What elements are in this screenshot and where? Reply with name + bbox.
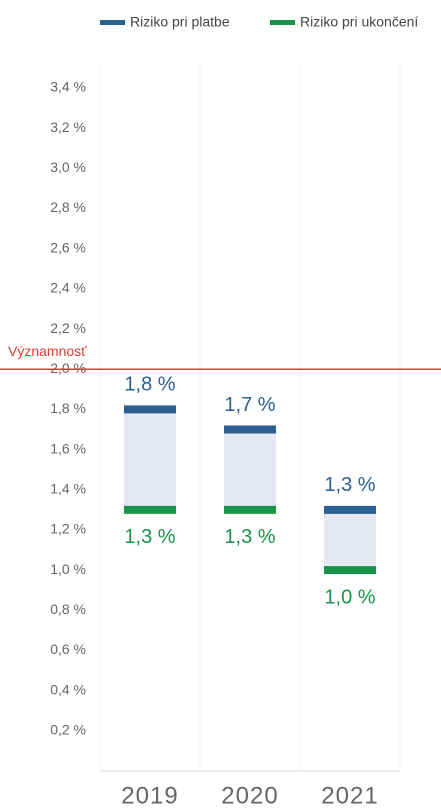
y-tick-label: 0,6 % — [50, 641, 86, 657]
value-label: 1,0 % — [324, 586, 375, 608]
y-tick-label: 0,2 % — [50, 722, 86, 738]
range-band — [224, 429, 276, 510]
range-marker — [124, 505, 176, 514]
x-tick-label: 2020 — [221, 782, 278, 809]
range-band — [324, 509, 376, 571]
y-tick-label: 3,0 % — [50, 159, 86, 175]
value-label: 1,3 % — [124, 526, 175, 548]
range-band — [124, 409, 176, 510]
legend-swatch — [100, 20, 125, 25]
y-tick-label: 2,2 % — [50, 320, 86, 336]
y-tick-label: 3,2 % — [50, 119, 86, 135]
y-tick-label: 1,8 % — [50, 400, 86, 416]
threshold-label: Významnosť — [8, 343, 87, 359]
y-tick-label: 2,8 % — [50, 199, 86, 215]
range-marker — [324, 566, 376, 575]
y-tick-label: 1,0 % — [50, 561, 86, 577]
y-tick-label: 1,2 % — [50, 521, 86, 537]
value-label: 1,3 % — [224, 526, 275, 548]
x-tick-label: 2021 — [321, 782, 378, 809]
range-marker — [224, 425, 276, 434]
x-tick-label: 2019 — [121, 782, 178, 809]
value-label: 1,3 % — [324, 474, 375, 496]
y-tick-label: 1,4 % — [50, 480, 86, 496]
range-marker — [124, 405, 176, 414]
legend-swatch — [270, 20, 295, 25]
y-tick-label: 1,6 % — [50, 440, 86, 456]
range-marker — [324, 505, 376, 514]
y-tick-label: 2,6 % — [50, 239, 86, 255]
y-tick-label: 0,8 % — [50, 601, 86, 617]
legend-label: Riziko pri platbe — [130, 14, 230, 30]
legend-label: Riziko pri ukončení — [300, 14, 418, 30]
value-label: 1,8 % — [124, 374, 175, 396]
y-tick-label: 0,4 % — [50, 681, 86, 697]
y-tick-label: 2,4 % — [50, 280, 86, 296]
value-label: 1,7 % — [224, 394, 275, 416]
range-marker — [224, 505, 276, 514]
y-tick-label: 2,0 % — [50, 360, 86, 376]
y-tick-label: 3,4 % — [50, 79, 86, 95]
